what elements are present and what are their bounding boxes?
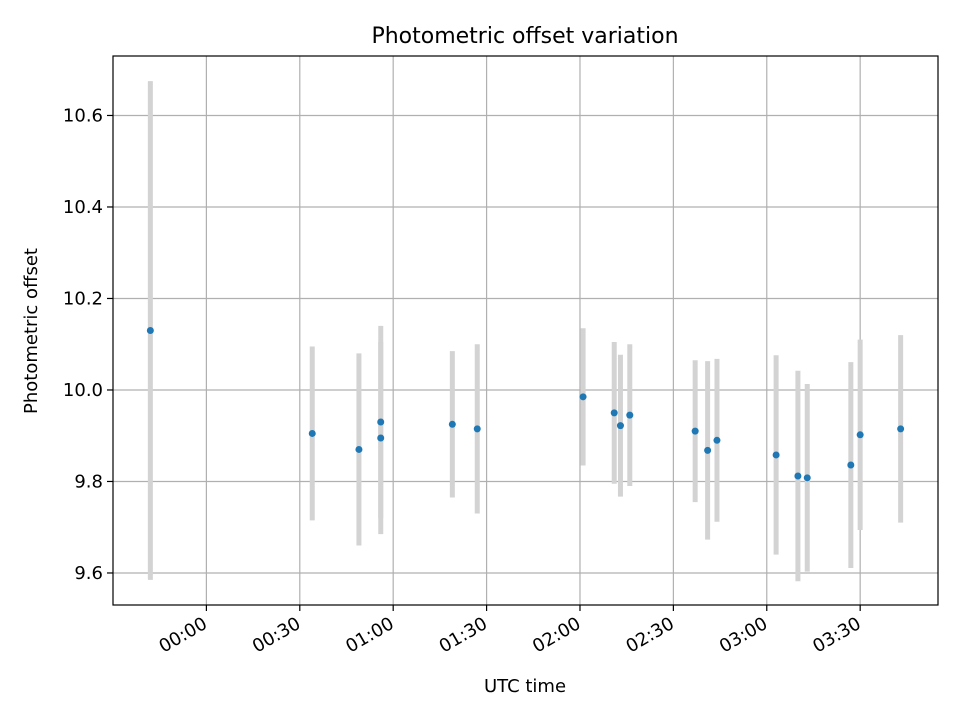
y-tick-label: 9.8 — [74, 471, 103, 492]
data-point — [713, 436, 721, 444]
data-point — [448, 420, 456, 428]
data-point — [847, 461, 855, 469]
data-point — [146, 327, 154, 334]
data-point — [626, 411, 634, 419]
y-tick-label: 10.0 — [63, 380, 103, 401]
data-point — [355, 445, 363, 453]
x-axis-label: UTC time — [484, 676, 566, 697]
y-tick-label: 10.6 — [63, 105, 103, 126]
data-point — [610, 409, 618, 417]
data-point — [856, 431, 864, 439]
data-point — [579, 393, 587, 401]
y-tick-label: 10.4 — [63, 197, 103, 218]
data-point — [803, 474, 811, 482]
plot-frame — [112, 55, 939, 606]
data-point — [308, 429, 316, 437]
data-point — [473, 425, 481, 433]
data-point — [704, 446, 712, 454]
y-tick-label: 9.6 — [74, 563, 103, 584]
y-axis-label: Photometric offset — [21, 248, 42, 414]
y-axis: 9.6 9.8 10.0 10.2 10.4 10.6 — [63, 105, 113, 584]
data-point — [616, 422, 624, 430]
data-point — [377, 434, 385, 442]
chart-title: Photometric offset variation — [371, 24, 678, 49]
y-tick-label: 10.2 — [63, 288, 103, 309]
data-points — [146, 327, 905, 482]
data-point — [772, 451, 780, 459]
data-point — [691, 427, 699, 435]
data-point — [897, 425, 905, 433]
data-point — [794, 472, 802, 480]
data-point — [377, 418, 385, 426]
grid — [113, 56, 938, 605]
